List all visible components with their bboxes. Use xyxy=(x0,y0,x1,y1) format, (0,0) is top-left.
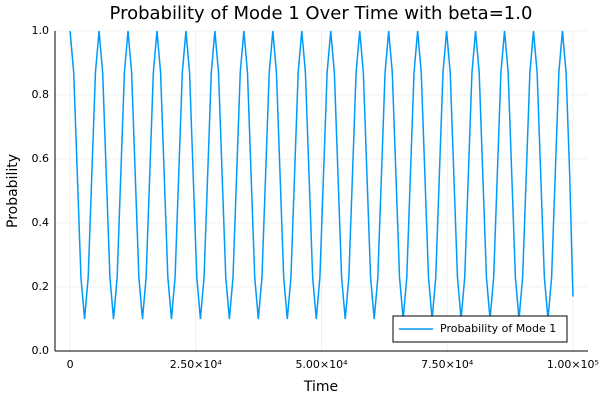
chart-title: Probability of Mode 1 Over Time with bet… xyxy=(110,3,533,24)
x-axis-label: Time xyxy=(303,379,338,395)
y-tick-label: 0.6 xyxy=(32,152,50,165)
y-axis-label: Probability xyxy=(5,154,21,228)
y-tick-label: 0.8 xyxy=(32,88,50,101)
legend-label: Probability of Mode 1 xyxy=(440,322,556,335)
y-tick-label: 0.4 xyxy=(32,216,50,229)
x-tick-label: 0 xyxy=(67,358,74,371)
y-tick-label: 0.0 xyxy=(32,344,50,357)
x-tick-label: 5.00×10⁴ xyxy=(295,358,348,371)
data-line xyxy=(69,30,574,320)
x-tick-label: 1.00×10⁵ xyxy=(547,358,599,371)
y-tick-label: 1.0 xyxy=(32,24,50,37)
x-tick-label: 2.50×10⁴ xyxy=(170,358,223,371)
x-tick-label: 7.50×10⁴ xyxy=(421,358,474,371)
y-tick-label: 0.2 xyxy=(32,280,50,293)
